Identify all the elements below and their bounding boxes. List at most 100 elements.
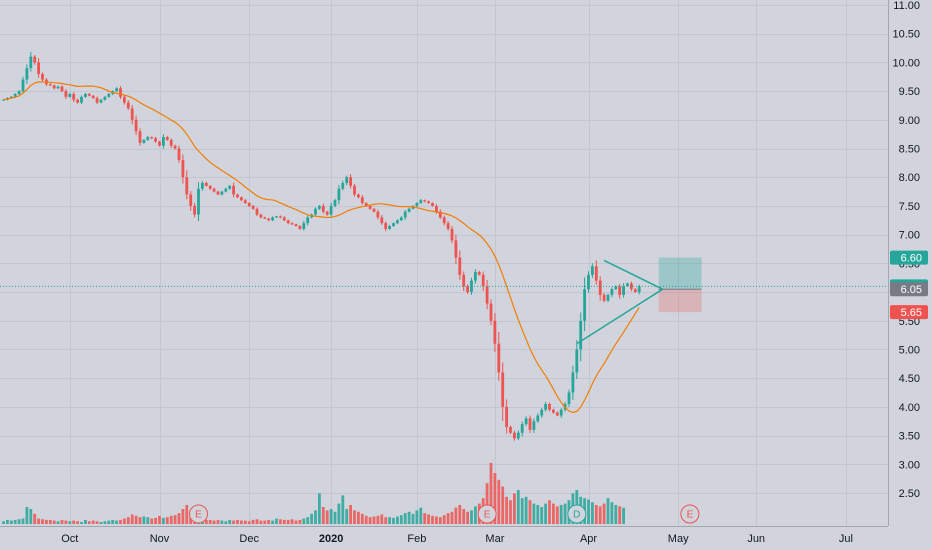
candle[interactable] [431, 203, 434, 206]
candle[interactable] [298, 226, 302, 229]
candle[interactable] [407, 208, 411, 212]
event-marker[interactable]: E [477, 504, 497, 524]
candle[interactable] [591, 266, 594, 275]
candle[interactable] [321, 205, 325, 212]
candle[interactable] [119, 88, 122, 97]
event-marker[interactable]: E [680, 504, 700, 524]
event-marker-circle[interactable] [477, 504, 497, 524]
candle[interactable] [396, 220, 399, 224]
candle[interactable] [236, 194, 239, 198]
candle[interactable] [598, 280, 602, 295]
candle[interactable] [103, 96, 107, 100]
candle[interactable] [84, 93, 87, 97]
candle[interactable] [485, 286, 489, 304]
candle[interactable] [337, 188, 341, 201]
event-marker[interactable]: D [567, 504, 587, 524]
candle[interactable] [80, 96, 83, 103]
candle[interactable] [380, 217, 384, 224]
candle[interactable] [193, 205, 196, 215]
candle[interactable] [126, 102, 130, 109]
candle[interactable] [204, 182, 208, 186]
candle[interactable] [610, 289, 614, 295]
candle[interactable] [302, 223, 306, 229]
candle[interactable] [154, 138, 157, 142]
position-loss-zone[interactable] [658, 289, 702, 313]
candle[interactable] [364, 203, 368, 206]
candle[interactable] [115, 88, 118, 92]
candle[interactable] [384, 223, 388, 229]
candle[interactable] [21, 79, 25, 92]
candle[interactable] [208, 185, 212, 189]
candle[interactable] [450, 228, 454, 241]
candle[interactable] [259, 214, 263, 218]
candle[interactable] [201, 182, 204, 189]
candle[interactable] [325, 211, 329, 215]
candle[interactable] [435, 205, 438, 212]
candle[interactable] [360, 197, 364, 204]
candle[interactable] [282, 217, 286, 221]
candle[interactable] [555, 412, 559, 416]
candle[interactable] [493, 320, 497, 344]
candle[interactable] [41, 73, 44, 80]
candle[interactable] [224, 188, 228, 192]
candle[interactable] [505, 406, 508, 427]
candle[interactable] [419, 200, 423, 204]
candle[interactable] [165, 137, 169, 140]
candle[interactable] [353, 185, 356, 195]
candle[interactable] [532, 421, 536, 430]
candle[interactable] [528, 418, 532, 430]
candle[interactable] [513, 432, 516, 439]
candle[interactable] [357, 194, 360, 198]
candle[interactable] [376, 211, 380, 218]
candle[interactable] [87, 93, 91, 96]
candle[interactable] [68, 93, 72, 97]
candle[interactable] [423, 200, 427, 202]
candle[interactable] [72, 93, 76, 100]
candle[interactable] [579, 320, 583, 350]
candle[interactable] [415, 203, 419, 206]
long-position-tool[interactable] [658, 257, 702, 313]
candle[interactable] [489, 303, 493, 321]
candle[interactable] [251, 205, 255, 209]
candle[interactable] [536, 415, 540, 422]
candle[interactable] [614, 286, 618, 290]
candle[interactable] [173, 145, 177, 149]
candle[interactable] [29, 56, 33, 69]
candle[interactable] [388, 226, 391, 229]
candle[interactable] [107, 93, 111, 97]
candle[interactable] [333, 200, 337, 206]
candle[interactable] [509, 426, 512, 433]
candle[interactable] [123, 96, 126, 103]
event-marker-circle[interactable] [680, 504, 700, 524]
candle[interactable] [17, 91, 21, 94]
candle[interactable] [197, 188, 200, 215]
candle[interactable] [220, 191, 224, 195]
candle[interactable] [329, 205, 333, 215]
candle[interactable] [162, 137, 165, 146]
candle[interactable] [255, 208, 259, 215]
candle[interactable] [633, 289, 637, 293]
candle[interactable] [158, 141, 161, 146]
candle[interactable] [392, 223, 395, 227]
candle[interactable] [442, 217, 446, 224]
candle[interactable] [189, 194, 193, 206]
candle[interactable] [602, 294, 606, 301]
candle[interactable] [446, 223, 450, 229]
candle[interactable] [150, 137, 154, 139]
candle[interactable] [91, 95, 95, 99]
candle[interactable] [587, 274, 590, 290]
candle[interactable] [181, 160, 185, 178]
candle[interactable] [454, 240, 458, 258]
candle[interactable] [399, 217, 403, 221]
candle[interactable] [64, 91, 68, 97]
candle[interactable] [177, 148, 181, 161]
candle[interactable] [306, 217, 310, 224]
candle[interactable] [516, 432, 520, 439]
candle[interactable] [345, 177, 349, 183]
candle[interactable] [618, 286, 622, 295]
candle[interactable] [99, 99, 103, 103]
candle[interactable] [477, 271, 481, 275]
time-axis[interactable]: Oct Nov Dec 2020 Feb Mar Apr May Jun Jul [61, 533, 853, 545]
candle[interactable] [626, 283, 629, 287]
